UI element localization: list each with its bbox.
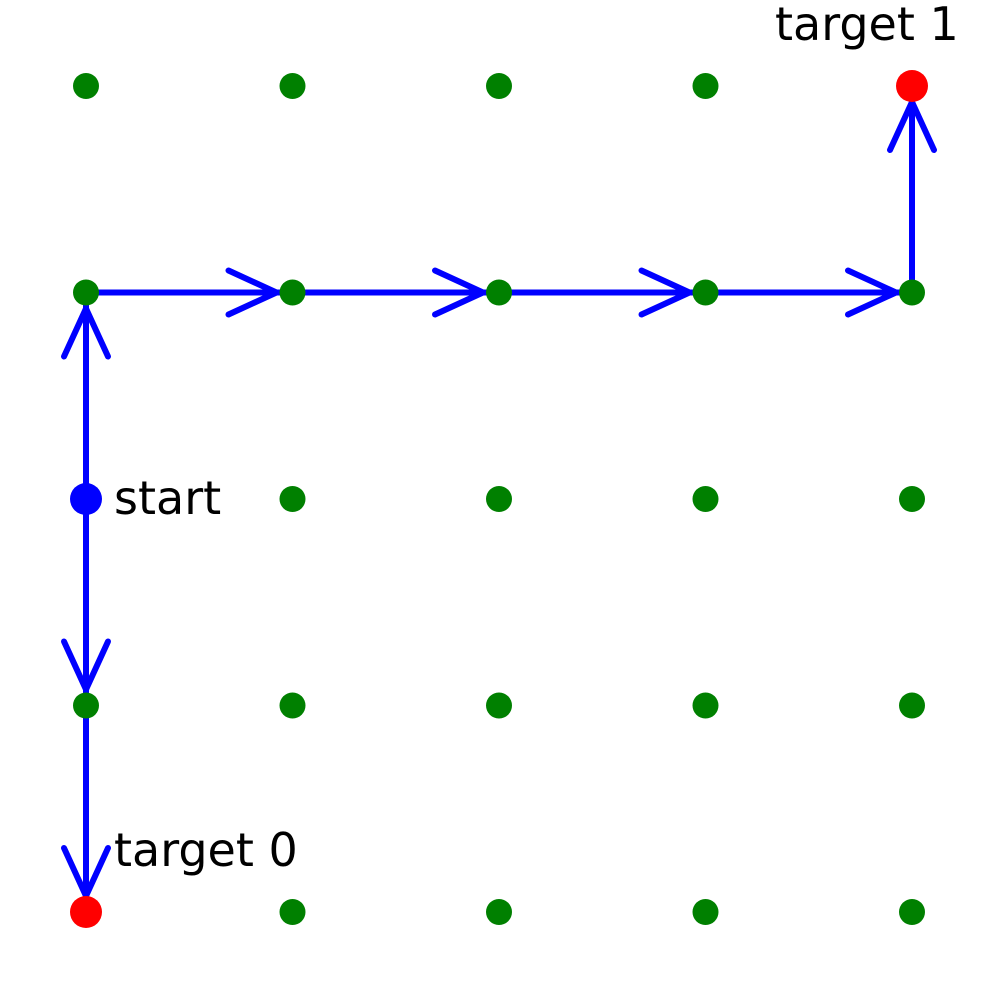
grid-node (73, 279, 99, 306)
path-arrow (499, 267, 706, 318)
target-0-label: target 0 (114, 823, 298, 877)
grid-node (899, 692, 925, 719)
grid-node (692, 692, 719, 719)
target-0-node (70, 896, 102, 928)
path-arrow (61, 705, 111, 912)
grid-node (279, 486, 306, 512)
start-label: start (114, 471, 221, 525)
target-1-label: target 1 (775, 0, 959, 51)
arrow-head (845, 267, 899, 318)
grid-node (279, 73, 306, 99)
grid-node (692, 899, 719, 925)
grid-node (692, 73, 719, 99)
arrow-head (432, 267, 486, 318)
arrow-head (225, 267, 280, 318)
grid-node (486, 486, 512, 512)
target-1-node (896, 70, 928, 102)
node-labels: start target 0 target 1 (114, 0, 959, 877)
grid-node (279, 692, 306, 719)
grid-nodes (70, 70, 928, 928)
path-arrow (705, 267, 912, 318)
grid-node (692, 279, 719, 306)
path-arrow (61, 292, 111, 499)
start-node (70, 483, 102, 515)
grid-node (899, 899, 925, 925)
grid-node (73, 692, 99, 719)
path-arrow (292, 267, 499, 318)
grid-node (279, 899, 306, 925)
grid-node (899, 279, 925, 306)
grid-node (692, 486, 719, 512)
grid-node (899, 486, 925, 512)
path-arrow (61, 499, 111, 706)
grid-node (73, 73, 99, 99)
arrow-head (61, 305, 111, 360)
path-arrow (86, 267, 293, 318)
grid-node (486, 73, 512, 99)
arrow-head (61, 638, 111, 693)
path-arrows (61, 86, 937, 912)
arrow-head (638, 267, 693, 318)
path-arrow (887, 86, 937, 293)
grid-node (279, 279, 306, 306)
grid-node (486, 692, 512, 719)
grid-node (486, 279, 512, 306)
grid-node (486, 899, 512, 925)
